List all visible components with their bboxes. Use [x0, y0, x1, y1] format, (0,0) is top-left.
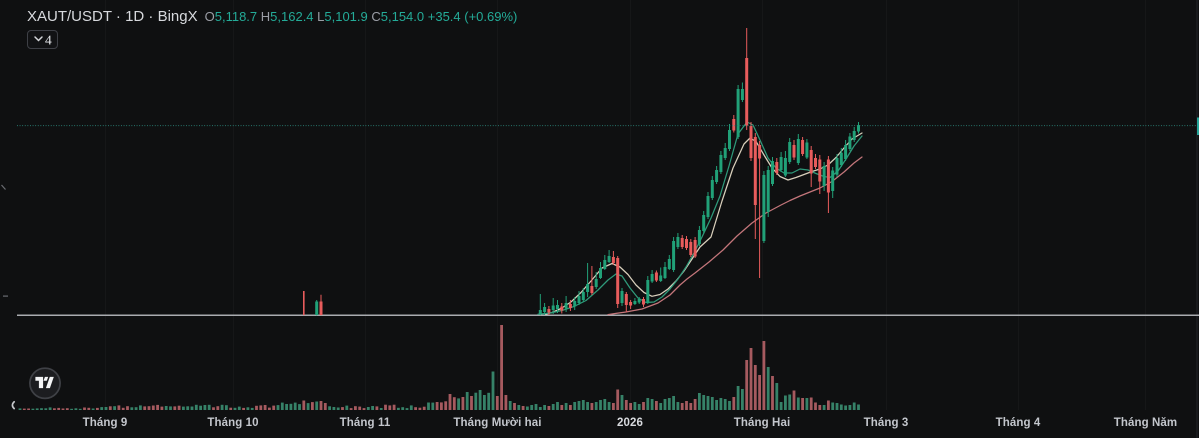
svg-text:4: 4	[45, 33, 52, 48]
